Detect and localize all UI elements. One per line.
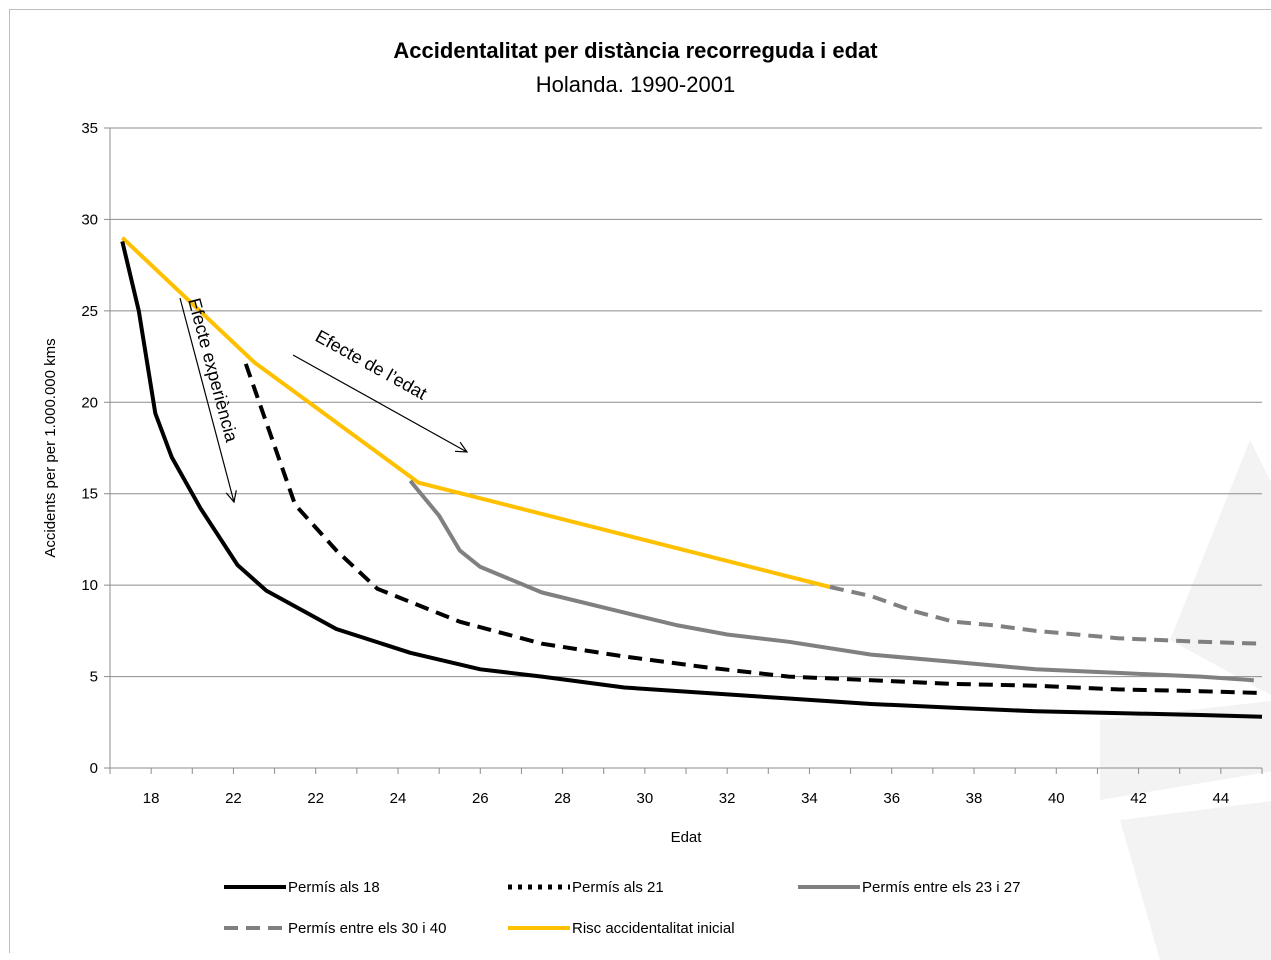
x-tick-label: 22 <box>225 790 242 807</box>
annotation-arrow-experience <box>179 297 235 503</box>
y-axis-label: Accidents per per 1.000.000 kms <box>42 338 59 557</box>
y-tick-label: 35 <box>81 120 98 137</box>
x-tick-label: 32 <box>719 790 736 807</box>
series-line-2 <box>408 479 1254 683</box>
annotation-arrow-age <box>292 354 468 453</box>
y-tick-label: 5 <box>90 669 98 686</box>
x-tick-label: 34 <box>801 790 818 807</box>
y-tick-label: 30 <box>81 211 98 228</box>
y-tick-label: 20 <box>81 394 98 411</box>
x-tick-label: 30 <box>637 790 654 807</box>
y-tick-label: 25 <box>81 303 98 320</box>
annotation-age: Efecte de l’edat <box>312 326 430 404</box>
series-line-1 <box>243 363 1263 695</box>
x-tick-label: 44 <box>1213 790 1230 807</box>
y-tick-label: 10 <box>81 577 98 594</box>
legend-label-2: Permís entre els 23 i 27 <box>862 879 1020 896</box>
x-tick-label: 38 <box>966 790 983 807</box>
chart-title: Accidentalitat per distància recorreguda… <box>393 38 878 63</box>
watermark-logo <box>1100 440 1271 960</box>
y-tick-label: 15 <box>81 486 98 503</box>
x-tick-label: 40 <box>1048 790 1065 807</box>
legend-label-3: Permís entre els 30 i 40 <box>288 920 446 937</box>
chart-frame <box>9 9 1271 953</box>
x-tick-label: 22 <box>307 790 324 807</box>
y-tick-label: 0 <box>90 760 98 777</box>
annotation-arrow-age-head <box>454 441 469 453</box>
legend-label-4: Risc accidentalitat inicial <box>572 920 735 937</box>
x-tick-label: 24 <box>390 790 407 807</box>
chart-subtitle: Holanda. 1990-2001 <box>535 72 736 97</box>
x-tick-label: 28 <box>554 790 571 807</box>
x-tick-label: 42 <box>1130 790 1147 807</box>
annotation-arrow-experience-head <box>225 490 237 504</box>
series-line-0 <box>120 240 1263 719</box>
x-tick-label: 26 <box>472 790 489 807</box>
legend-label-0: Permís als 18 <box>288 879 380 896</box>
x-axis-label: Edat <box>671 829 703 846</box>
series-line-3 <box>829 585 1263 646</box>
x-tick-label: 36 <box>883 790 900 807</box>
x-tick-label: 18 <box>143 790 160 807</box>
series-line-4 <box>120 236 831 589</box>
legend-label-1: Permís als 21 <box>572 879 664 896</box>
